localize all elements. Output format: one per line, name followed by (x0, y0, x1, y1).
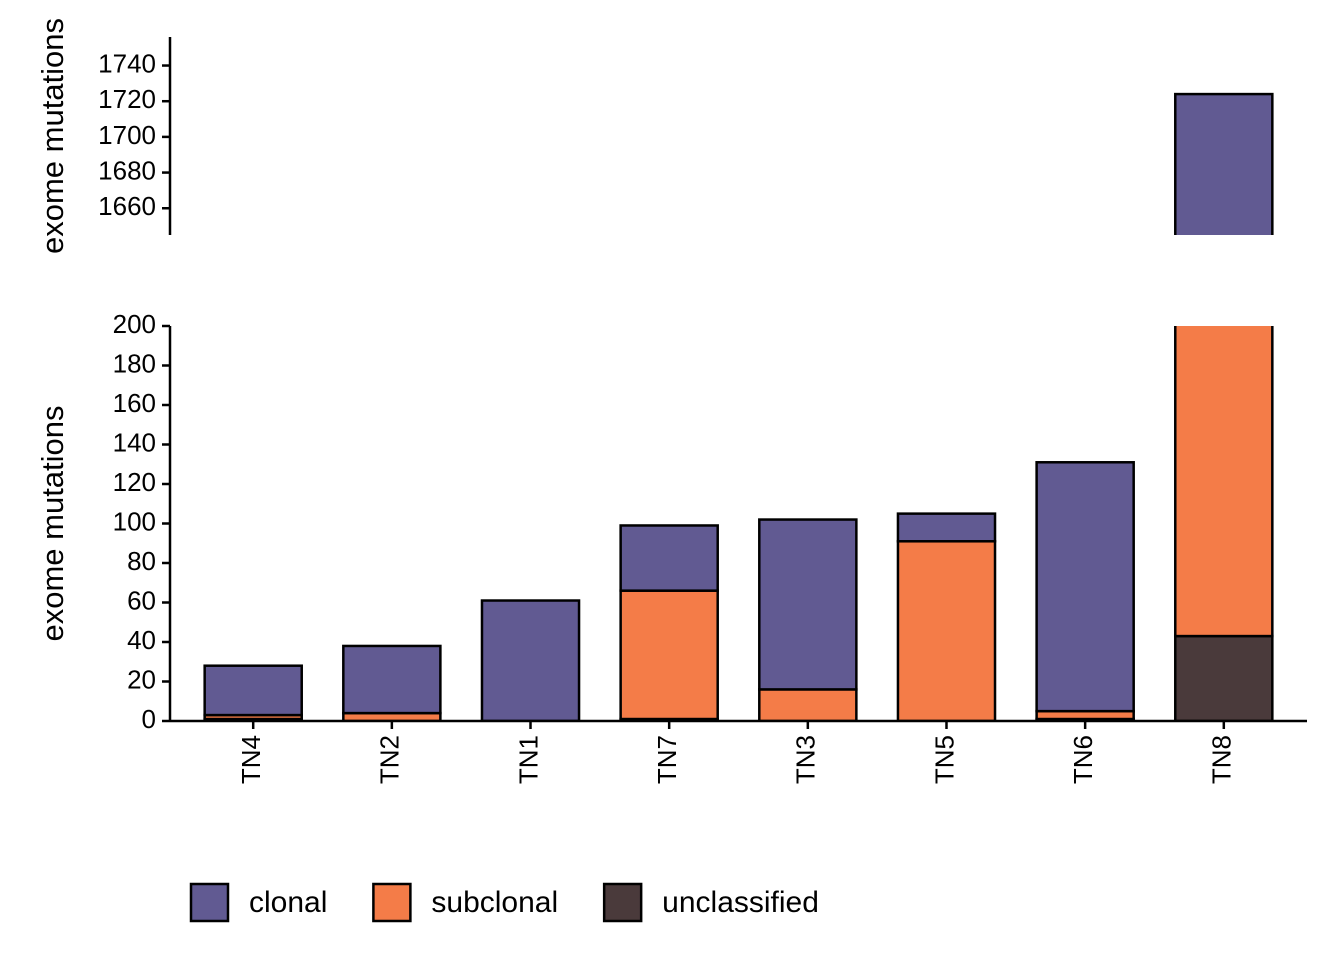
y-tick-label: 120 (113, 467, 156, 497)
x-tick-label: TN5 (929, 735, 959, 784)
bar-segment (203, 664, 303, 717)
x-tick-label: TN4 (236, 735, 266, 784)
y-tick-label: 80 (127, 546, 156, 576)
x-tick-label: TN7 (652, 735, 682, 784)
x-tick-label: TN2 (375, 735, 405, 784)
legend-swatch (372, 882, 412, 923)
bar-segment (619, 524, 719, 592)
panel-bars (203, 326, 1274, 721)
y-tick-label: 1700 (98, 120, 156, 150)
y-tick-label: 20 (127, 664, 156, 694)
bar-segment (1174, 634, 1274, 721)
bar-segment (342, 644, 442, 715)
legend-label: subclonal (431, 886, 558, 919)
y-tick-label: 200 (113, 309, 156, 339)
y-tick-label: 1720 (98, 84, 156, 114)
bar-segment (1174, 326, 1274, 638)
panel-bars (1174, 92, 1274, 235)
bar-segment (1174, 92, 1274, 235)
y-tick-label: 0 (142, 704, 156, 734)
y-tick-label: 1680 (98, 155, 156, 185)
y-axis-title: exome mutations (35, 405, 70, 641)
y-tick-label: 160 (113, 388, 156, 418)
bar-segment (896, 512, 997, 543)
y-tick-label: 100 (113, 506, 156, 536)
legend-swatch (602, 882, 643, 923)
y-tick-label: 140 (113, 427, 156, 457)
bar-segment (619, 589, 719, 721)
x-tick-label: TN6 (1068, 735, 1098, 784)
legend-swatch (189, 882, 230, 923)
y-tick-label: 60 (127, 585, 156, 615)
x-tick-label: TN1 (513, 735, 543, 784)
y-tick-label: 40 (127, 625, 156, 655)
legend-label: clonal (249, 886, 327, 919)
bar-segment (896, 540, 997, 721)
y-tick-label: 180 (113, 348, 156, 378)
bar-segment (758, 518, 858, 691)
y-tick-label: 1660 (98, 191, 156, 221)
x-tick-label: TN3 (791, 735, 821, 784)
bar-segment (480, 599, 581, 721)
bar-segment (758, 688, 858, 721)
y-tick-label: 1740 (98, 48, 156, 78)
bar-segment (1035, 461, 1135, 713)
legend-label: unclassified (662, 886, 819, 919)
y-axis-title: exome mutations (35, 18, 70, 254)
x-tick-label: TN8 (1207, 735, 1237, 784)
